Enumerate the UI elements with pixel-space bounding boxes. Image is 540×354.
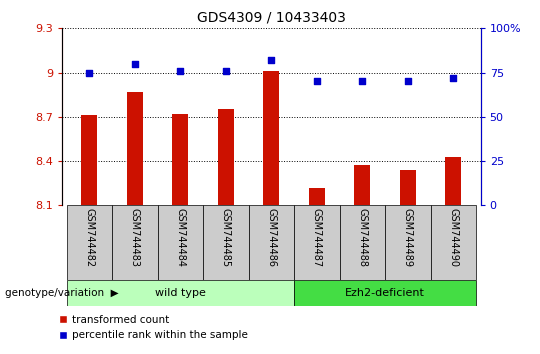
Point (131, 61, 139, 67)
Bar (430, 205, 476, 280)
Text: GSM744484: GSM744484 (176, 207, 185, 267)
Point (267, 57, 276, 63)
Bar (203, 205, 248, 280)
Point (403, 79, 412, 84)
Point (449, 75, 457, 81)
Legend: transformed count, percentile rank within the sample: transformed count, percentile rank withi… (59, 315, 247, 340)
Bar (264, 71, 279, 205)
Text: GSM744489: GSM744489 (403, 207, 413, 267)
Text: GSM744485: GSM744485 (221, 207, 231, 267)
Bar (66, 205, 112, 280)
Point (85, 70, 94, 75)
Text: GSM744490: GSM744490 (448, 207, 458, 267)
Title: GDS4309 / 10433403: GDS4309 / 10433403 (197, 10, 346, 24)
Bar (112, 205, 158, 280)
Text: Ezh2-deficient: Ezh2-deficient (345, 288, 425, 298)
Point (313, 79, 321, 84)
Bar (218, 109, 234, 205)
Bar (172, 114, 188, 205)
Bar (127, 92, 143, 205)
Bar (400, 170, 416, 205)
Bar (82, 115, 97, 205)
Text: GSM744482: GSM744482 (84, 207, 94, 267)
Bar (309, 188, 325, 205)
Bar (354, 165, 370, 205)
Bar (294, 280, 476, 306)
Text: GSM744488: GSM744488 (357, 207, 367, 267)
Point (221, 68, 230, 74)
Bar (294, 205, 340, 280)
Text: GSM744487: GSM744487 (312, 207, 322, 267)
Bar (158, 205, 203, 280)
Point (176, 68, 185, 74)
Text: genotype/variation  ▶: genotype/variation ▶ (5, 288, 119, 298)
Bar (340, 205, 385, 280)
Text: GSM744486: GSM744486 (266, 207, 276, 267)
Bar (446, 156, 461, 205)
Text: GSM744483: GSM744483 (130, 207, 140, 267)
Bar (66, 280, 294, 306)
Bar (248, 205, 294, 280)
Text: wild type: wild type (155, 288, 206, 298)
Point (358, 79, 367, 84)
Bar (385, 205, 430, 280)
